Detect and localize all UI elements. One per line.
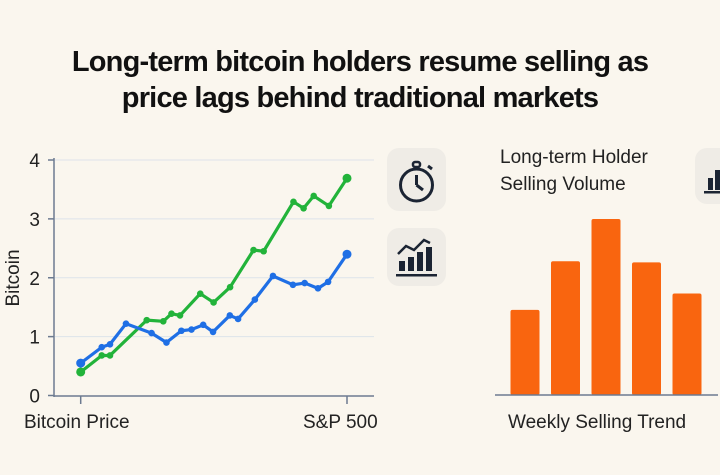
x-label-left: Bitcoin Price [24, 412, 130, 433]
line-chart: 0 1 2 3 4 Bitcoin Bitcoin Price S&P 500 [3, 151, 378, 433]
bar-chart-trend-icon-box [387, 228, 446, 286]
x-label-right: S&P 500 [303, 412, 378, 433]
data-point [178, 327, 185, 335]
data-point [163, 339, 170, 346]
data-point [324, 278, 332, 286]
y-axis-label: Bitcoin [3, 249, 24, 306]
stopwatch-icon [399, 160, 434, 203]
data-point [301, 279, 308, 287]
data-point [76, 367, 86, 377]
data-point [269, 272, 277, 280]
series-line [79, 177, 349, 374]
data-point [342, 173, 352, 183]
bar-chart: Long-term Holder Selling Volume Weekly S… [495, 147, 718, 433]
data-point [106, 352, 114, 359]
data-point [251, 296, 259, 303]
data-point [209, 328, 217, 336]
series-bitcoin-price [76, 249, 352, 368]
data-point [159, 318, 167, 325]
data-point [290, 198, 297, 206]
data-point [260, 247, 267, 255]
bar-1 [510, 309, 540, 395]
data-point [98, 352, 106, 359]
bar-chart-title-line-1: Long-term Holder [500, 147, 649, 168]
bar-4 [632, 262, 661, 395]
data-point [188, 326, 195, 333]
bar-x-label: Weekly Selling Trend [508, 412, 686, 433]
data-point [106, 340, 114, 348]
data-point [250, 246, 257, 254]
bar-chart-icon [704, 170, 720, 194]
data-point [234, 315, 242, 323]
data-point [226, 283, 234, 291]
data-point [168, 310, 175, 317]
headline-line-2: price lags behind traditional markets [121, 82, 599, 114]
bar-chart-title-line-2: Selling Volume [500, 174, 626, 195]
bar-chart-trend-icon [396, 238, 437, 277]
bar-3 [591, 219, 621, 395]
bar-chart-icon-box [695, 148, 720, 204]
data-point [314, 285, 322, 292]
data-point [76, 358, 86, 368]
data-point [300, 204, 307, 212]
data-point [289, 281, 297, 289]
bar-2 [551, 261, 580, 395]
data-point [342, 249, 352, 259]
data-point [122, 320, 130, 327]
y-tick-label: 4 [29, 151, 40, 172]
data-point [325, 202, 333, 210]
data-point [98, 343, 106, 351]
y-tick-label: 1 [29, 328, 40, 349]
y-tick-label: 2 [29, 269, 40, 290]
bar-5 [672, 293, 702, 395]
y-tick-label: 3 [29, 210, 40, 231]
data-point [176, 312, 184, 319]
data-point [148, 329, 155, 337]
data-point [143, 316, 151, 324]
data-point [226, 312, 234, 319]
data-point [196, 290, 204, 297]
y-tick-label: 0 [29, 387, 40, 408]
data-point [199, 321, 207, 329]
headline-line-1: Long-term bitcoin holders resume selling… [71, 46, 649, 78]
data-point [210, 299, 217, 306]
stopwatch-icon-box [387, 148, 446, 211]
series-s-p-500 [76, 173, 352, 377]
data-point [310, 192, 318, 200]
